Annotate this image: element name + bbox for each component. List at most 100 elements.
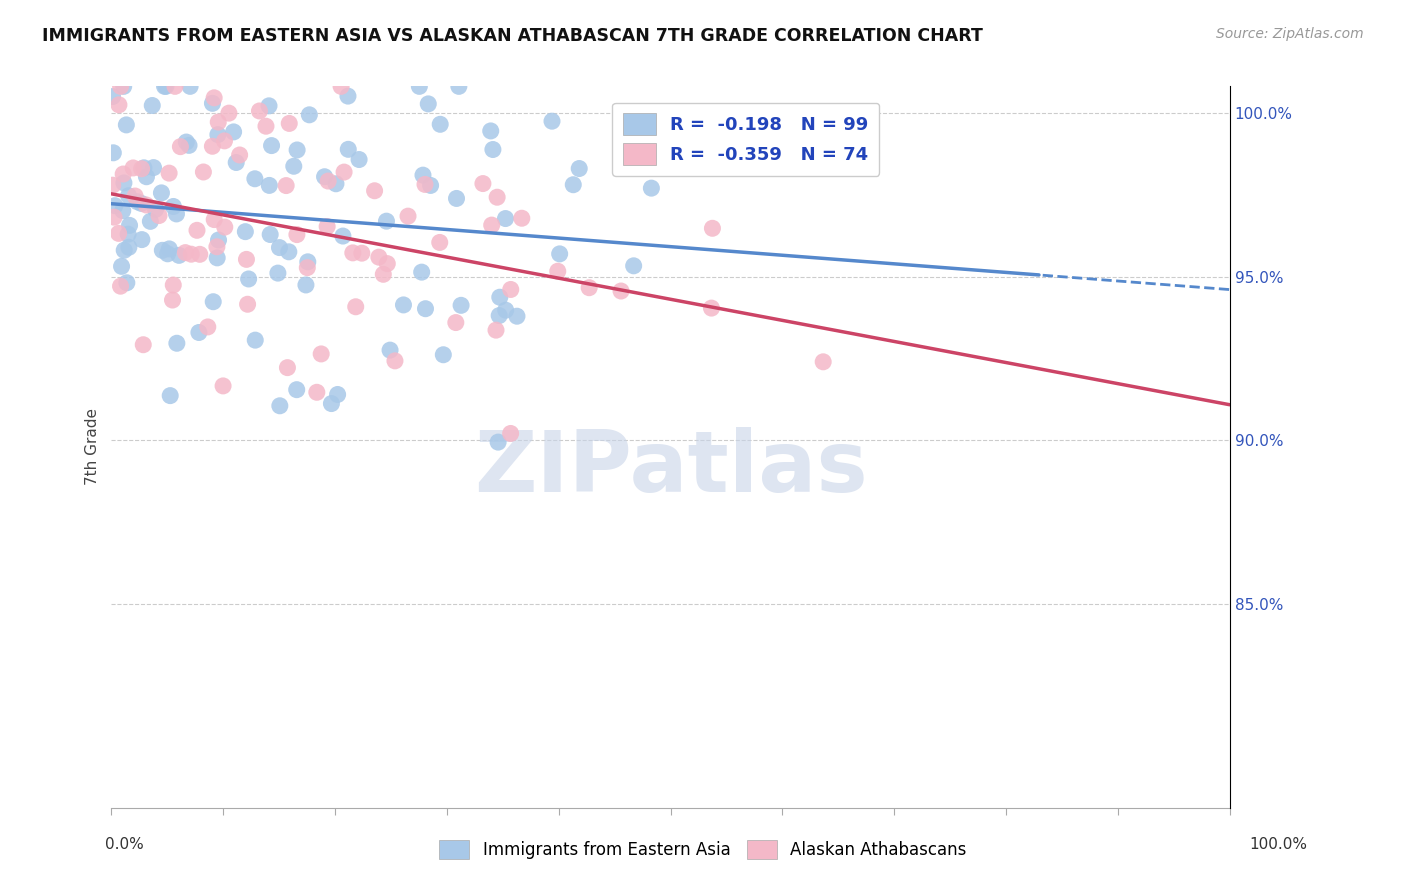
Point	[202, 294, 225, 309]
Point	[429, 235, 451, 250]
Point	[495, 211, 517, 226]
Point	[254, 120, 277, 134]
Point	[166, 207, 188, 221]
Point	[124, 189, 146, 203]
Point	[167, 248, 190, 262]
Point	[111, 203, 134, 218]
Point	[145, 202, 167, 217]
Point	[115, 276, 138, 290]
Point	[257, 99, 280, 113]
Point	[193, 165, 215, 179]
Point	[202, 91, 225, 105]
Point	[228, 148, 250, 162]
Point	[499, 283, 522, 297]
Point	[640, 181, 662, 195]
Point	[135, 198, 157, 212]
Point	[378, 343, 401, 358]
Point	[479, 124, 502, 138]
Point	[249, 103, 271, 118]
Point	[157, 166, 180, 180]
Text: 100.0%: 100.0%	[1250, 837, 1308, 852]
Legend: R =  -0.198   N = 99, R =  -0.359   N = 74: R = -0.198 N = 99, R = -0.359 N = 74	[613, 103, 879, 176]
Point	[297, 260, 319, 275]
Point	[162, 293, 184, 307]
Point	[260, 138, 283, 153]
Point	[488, 290, 510, 304]
Point	[162, 199, 184, 213]
Point	[166, 336, 188, 351]
Point	[117, 188, 139, 202]
Point	[413, 178, 436, 192]
Point	[269, 241, 291, 255]
Point	[547, 264, 569, 278]
Text: Source: ZipAtlas.com: Source: ZipAtlas.com	[1216, 27, 1364, 41]
Point	[103, 145, 125, 160]
Point	[444, 316, 467, 330]
Point	[197, 320, 219, 334]
Point	[101, 89, 124, 103]
Point	[187, 326, 209, 340]
Point	[285, 383, 308, 397]
Point	[375, 214, 398, 228]
Point	[108, 98, 131, 112]
Point	[562, 178, 585, 192]
Point	[278, 116, 301, 130]
Point	[188, 247, 211, 261]
Point	[110, 79, 132, 94]
Point	[578, 281, 600, 295]
Point	[350, 246, 373, 260]
Point	[568, 161, 591, 176]
Point	[142, 161, 165, 175]
Point	[481, 218, 503, 232]
Point	[153, 79, 176, 94]
Point	[332, 229, 354, 244]
Point	[214, 134, 236, 148]
Point	[180, 247, 202, 261]
Point	[700, 301, 723, 315]
Point	[276, 360, 298, 375]
Point	[295, 277, 318, 292]
Point	[112, 167, 135, 181]
Point	[201, 96, 224, 111]
Point	[432, 348, 454, 362]
Point	[243, 171, 266, 186]
Point	[236, 297, 259, 311]
Point	[277, 244, 299, 259]
Legend: Immigrants from Eastern Asia, Alaskan Athabascans: Immigrants from Eastern Asia, Alaskan At…	[433, 833, 973, 866]
Point	[267, 266, 290, 280]
Point	[367, 250, 389, 264]
Point	[212, 379, 235, 393]
Point	[471, 177, 494, 191]
Point	[412, 168, 434, 182]
Point	[132, 161, 155, 175]
Point	[548, 247, 571, 261]
Point	[269, 399, 291, 413]
Point	[205, 251, 228, 265]
Point	[623, 259, 645, 273]
Point	[316, 219, 339, 234]
Point	[486, 435, 509, 450]
Point	[347, 153, 370, 167]
Point	[541, 114, 564, 128]
Point	[259, 178, 281, 193]
Point	[112, 79, 135, 94]
Point	[384, 354, 406, 368]
Point	[107, 227, 129, 241]
Point	[297, 255, 319, 269]
Point	[155, 79, 177, 94]
Point	[259, 227, 281, 242]
Point	[207, 233, 229, 247]
Text: 0.0%: 0.0%	[105, 837, 145, 852]
Point	[396, 209, 419, 223]
Point	[283, 159, 305, 173]
Point	[298, 108, 321, 122]
Point	[285, 227, 308, 242]
Point	[337, 142, 360, 156]
Point	[363, 184, 385, 198]
Point	[162, 278, 184, 293]
Point	[305, 385, 328, 400]
Point	[104, 199, 127, 213]
Text: IMMIGRANTS FROM EASTERN ASIA VS ALASKAN ATHABASCAN 7TH GRADE CORRELATION CHART: IMMIGRANTS FROM EASTERN ASIA VS ALASKAN …	[42, 27, 983, 45]
Point	[510, 211, 533, 226]
Point	[202, 212, 225, 227]
